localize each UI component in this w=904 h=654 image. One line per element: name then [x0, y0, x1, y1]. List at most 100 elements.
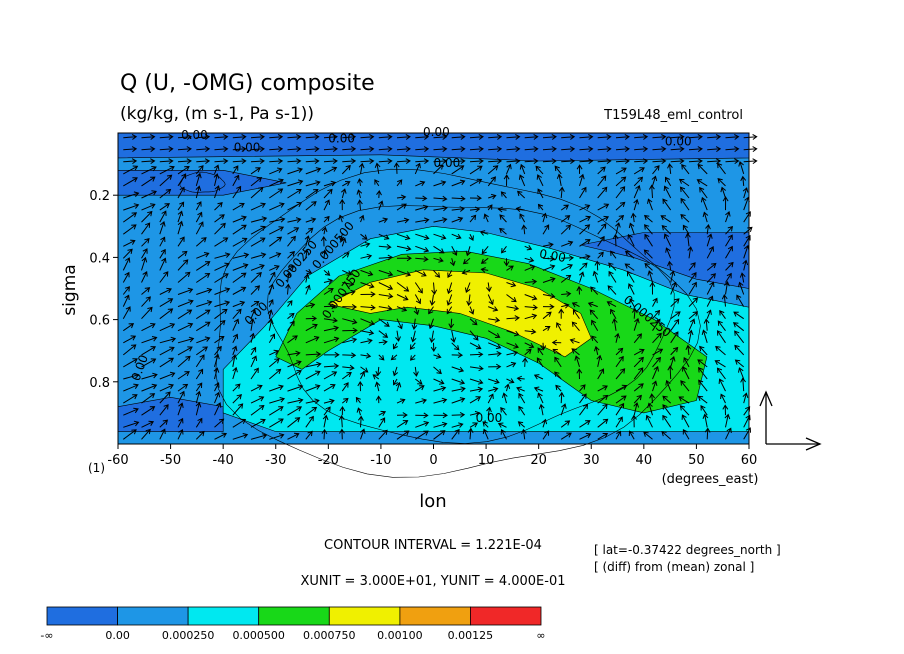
wind-vector [669, 270, 676, 283]
wind-vector [232, 224, 247, 235]
wind-vector [287, 320, 295, 331]
wind-vector [706, 295, 714, 307]
wind-vector [250, 355, 258, 368]
wind-vector [141, 271, 148, 283]
wind-vector [670, 134, 685, 140]
wind-vector [267, 309, 274, 319]
wind-vector [615, 395, 627, 404]
wind-vector [269, 265, 280, 271]
wind-vector [285, 271, 292, 283]
wind-vector [433, 421, 448, 428]
wind-vector [597, 223, 607, 235]
wind-vector [725, 146, 740, 153]
wind-vector [396, 158, 411, 165]
wind-vector [232, 394, 242, 404]
wind-vector [579, 262, 588, 271]
wind-vector [305, 351, 322, 358]
wind-vector [287, 201, 303, 211]
wind-vector [521, 428, 527, 440]
wind-vector [393, 162, 400, 174]
wind-vector [524, 294, 538, 301]
wind-vector [722, 196, 729, 211]
wind-vector [123, 224, 137, 235]
wind-vector [378, 318, 390, 327]
wind-vector [479, 230, 489, 236]
wind-vector [214, 308, 228, 320]
wind-vector [378, 134, 393, 140]
wind-vector [214, 345, 222, 356]
wind-vector [195, 430, 205, 440]
wind-vector [396, 318, 403, 330]
wind-vector [433, 158, 448, 165]
wind-vector [717, 320, 726, 331]
wind-vector [250, 271, 262, 283]
wind-vector [506, 330, 520, 337]
wind-vector [269, 433, 285, 440]
wind-vector [250, 285, 261, 295]
wind-vector [739, 272, 746, 283]
wind-vector [338, 214, 344, 223]
wind-vector [339, 198, 346, 211]
wind-vector [518, 174, 526, 187]
wind-vector [195, 185, 202, 199]
wind-vector [663, 185, 672, 199]
wind-vector [122, 257, 131, 271]
wind-vector [725, 226, 734, 235]
wind-vector [159, 174, 173, 187]
wind-vector [413, 366, 419, 377]
wind-vector [524, 256, 535, 263]
wind-vector [231, 345, 238, 356]
contour-label: 0.00 [423, 125, 450, 139]
wind-vector [195, 201, 202, 211]
wind-vector [232, 215, 247, 223]
wind-vector [159, 371, 176, 380]
wind-vector [340, 237, 347, 247]
wind-vector [415, 195, 428, 202]
wind-vector [717, 162, 726, 175]
wind-vector [159, 404, 169, 416]
wind-vector [665, 379, 672, 392]
wind-vector [644, 233, 653, 247]
wind-vector [267, 318, 274, 331]
wind-vector [558, 308, 565, 319]
wind-vector [428, 306, 434, 315]
wind-vector [521, 224, 527, 235]
wind-vector [706, 309, 712, 319]
wind-vector [342, 371, 352, 380]
wind-vector [503, 174, 510, 186]
wind-vector [738, 367, 745, 380]
wind-vector [700, 196, 708, 211]
wind-vector [195, 165, 204, 175]
wind-vector [305, 284, 311, 295]
wind-vector [688, 272, 697, 283]
wind-vector [122, 248, 133, 259]
wind-vector [651, 380, 658, 392]
wind-vector [123, 212, 138, 223]
wind-vector [356, 189, 363, 199]
wind-vector [342, 281, 355, 287]
wind-vector [159, 146, 174, 153]
wind-vector [652, 332, 662, 344]
wind-vector [506, 158, 521, 165]
wind-vector [378, 233, 390, 240]
wind-vector [633, 176, 644, 187]
wind-vector [488, 350, 502, 357]
wind-vector [414, 294, 421, 305]
wind-vector [269, 134, 284, 140]
wind-vector [446, 294, 453, 306]
wind-vector [410, 330, 417, 343]
wind-vector [652, 365, 659, 380]
wind-vector [177, 201, 185, 211]
wind-vector [615, 201, 626, 211]
wind-vector [287, 335, 298, 344]
y-tick-label: 0.4 [89, 251, 110, 266]
wind-vector [504, 383, 511, 392]
wind-vector [141, 406, 156, 416]
wind-vector [269, 384, 284, 392]
colorbar-label: 0.000250 [162, 629, 215, 642]
x-axis-units: (degrees_east) [662, 472, 759, 487]
colorbar-swatch [117, 606, 189, 626]
wind-vector [560, 420, 571, 428]
wind-vector [177, 134, 192, 140]
wind-vector [378, 293, 394, 299]
